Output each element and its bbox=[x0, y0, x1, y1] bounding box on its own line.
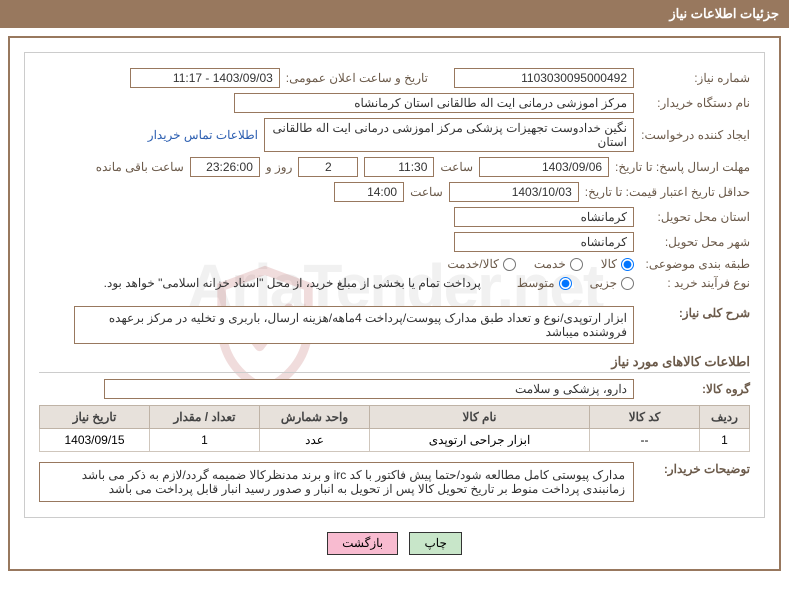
overview-label: شرح کلی نیاز: bbox=[640, 306, 750, 320]
cell-unit: عدد bbox=[260, 429, 370, 452]
main-container: شماره نیاز: 1103030095000492 تاریخ و ساع… bbox=[8, 36, 781, 571]
need-number-field: 1103030095000492 bbox=[454, 68, 634, 88]
cell-code: -- bbox=[590, 429, 700, 452]
radio-medium[interactable]: متوسط bbox=[517, 276, 572, 290]
reply-time-field: 11:30 bbox=[364, 157, 434, 177]
delivery-city-field: کرمانشاه bbox=[454, 232, 634, 252]
goods-group-field: دارو، پزشکی و سلامت bbox=[104, 379, 634, 399]
radio-goods[interactable]: کالا bbox=[601, 257, 634, 271]
buyer-notes-box: مدارک پیوستی کامل مطالعه شود/حتما پیش فا… bbox=[39, 462, 634, 502]
purchase-process-label: نوع فرآیند خرید : bbox=[640, 276, 750, 290]
goods-group-label: گروه کالا: bbox=[640, 382, 750, 396]
announce-datetime-label: تاریخ و ساعت اعلان عمومی: bbox=[286, 71, 428, 85]
category-label: طبقه بندی موضوعی: bbox=[640, 257, 750, 271]
delivery-province-field: کرمانشاه bbox=[454, 207, 634, 227]
buyer-contact-link[interactable]: اطلاعات تماس خریدار bbox=[148, 128, 258, 142]
radio-small[interactable]: جزیی bbox=[590, 276, 634, 290]
time-label-2: ساعت bbox=[410, 185, 443, 199]
price-validity-date-field: 1403/10/03 bbox=[449, 182, 579, 202]
radio-service-input[interactable] bbox=[570, 258, 583, 271]
button-row: چاپ بازگشت bbox=[10, 532, 779, 555]
radio-goods-service-label: کالا/خدمت bbox=[447, 257, 498, 271]
table-row: 1 -- ابزار جراحی ارتوپدی عدد 1 1403/09/1… bbox=[40, 429, 750, 452]
radio-small-input[interactable] bbox=[621, 277, 634, 290]
radio-small-label: جزیی bbox=[590, 276, 617, 290]
page-title: جزئیات اطلاعات نیاز bbox=[669, 6, 779, 21]
print-button[interactable]: چاپ bbox=[409, 532, 461, 555]
cell-qty: 1 bbox=[150, 429, 260, 452]
form-panel: شماره نیاز: 1103030095000492 تاریخ و ساع… bbox=[24, 52, 765, 518]
radio-goods-input[interactable] bbox=[621, 258, 634, 271]
radio-goods-service[interactable]: کالا/خدمت bbox=[447, 257, 515, 271]
cell-row: 1 bbox=[700, 429, 750, 452]
radio-medium-input[interactable] bbox=[559, 277, 572, 290]
radio-service-label: خدمت bbox=[534, 257, 566, 271]
delivery-city-label: شهر محل تحویل: bbox=[640, 235, 750, 249]
buyer-org-label: نام دستگاه خریدار: bbox=[640, 96, 750, 110]
th-date: تاریخ نیاز bbox=[40, 406, 150, 429]
days-field: 2 bbox=[298, 157, 358, 177]
goods-table: ردیف کد کالا نام کالا واحد شمارش تعداد /… bbox=[39, 405, 750, 452]
price-validity-label: حداقل تاریخ اعتبار قیمت: تا تاریخ: bbox=[585, 185, 750, 199]
page-header: جزئیات اطلاعات نیاز bbox=[0, 0, 789, 28]
th-row: ردیف bbox=[700, 406, 750, 429]
requester-label: ایجاد کننده درخواست: bbox=[640, 128, 750, 142]
overview-box: ابزار ارتوپدی/نوع و تعداد طبق مدارک پیوس… bbox=[74, 306, 634, 344]
th-qty: تعداد / مقدار bbox=[150, 406, 260, 429]
reply-deadline-label: مهلت ارسال پاسخ: تا تاریخ: bbox=[615, 160, 750, 174]
radio-goods-label: کالا bbox=[601, 257, 617, 271]
buyer-org-field: مرکز اموزشی درمانی ایت اله طالقانی استان… bbox=[234, 93, 634, 113]
days-and-label: روز و bbox=[266, 160, 293, 174]
reply-date-field: 1403/09/06 bbox=[479, 157, 609, 177]
time-label-1: ساعت bbox=[440, 160, 473, 174]
remaining-label: ساعت باقی مانده bbox=[96, 160, 184, 174]
radio-goods-service-input[interactable] bbox=[503, 258, 516, 271]
delivery-province-label: استان محل تحویل: bbox=[640, 210, 750, 224]
th-code: کد کالا bbox=[590, 406, 700, 429]
cell-date: 1403/09/15 bbox=[40, 429, 150, 452]
radio-service[interactable]: خدمت bbox=[534, 257, 583, 271]
radio-medium-label: متوسط bbox=[517, 276, 555, 290]
payment-note: پرداخت تمام یا بخشی از مبلغ خرید، از محل… bbox=[104, 276, 481, 290]
th-name: نام کالا bbox=[370, 406, 590, 429]
buyer-notes-label: توضیحات خریدار: bbox=[640, 462, 750, 476]
requester-field: نگین خدادوست تجهیزات پزشکی مرکز اموزشی د… bbox=[264, 118, 634, 152]
back-button[interactable]: بازگشت bbox=[327, 532, 398, 555]
announce-datetime-field: 1403/09/03 - 11:17 bbox=[130, 68, 280, 88]
cell-name: ابزار جراحی ارتوپدی bbox=[370, 429, 590, 452]
process-radio-group: جزیی متوسط bbox=[517, 276, 634, 290]
goods-section-title: اطلاعات کالاهای مورد نیاز bbox=[39, 354, 750, 373]
th-unit: واحد شمارش bbox=[260, 406, 370, 429]
category-radio-group: کالا خدمت کالا/خدمت bbox=[447, 257, 634, 271]
need-number-label: شماره نیاز: bbox=[640, 71, 750, 85]
remaining-time-field: 23:26:00 bbox=[190, 157, 260, 177]
price-validity-time-field: 14:00 bbox=[334, 182, 404, 202]
